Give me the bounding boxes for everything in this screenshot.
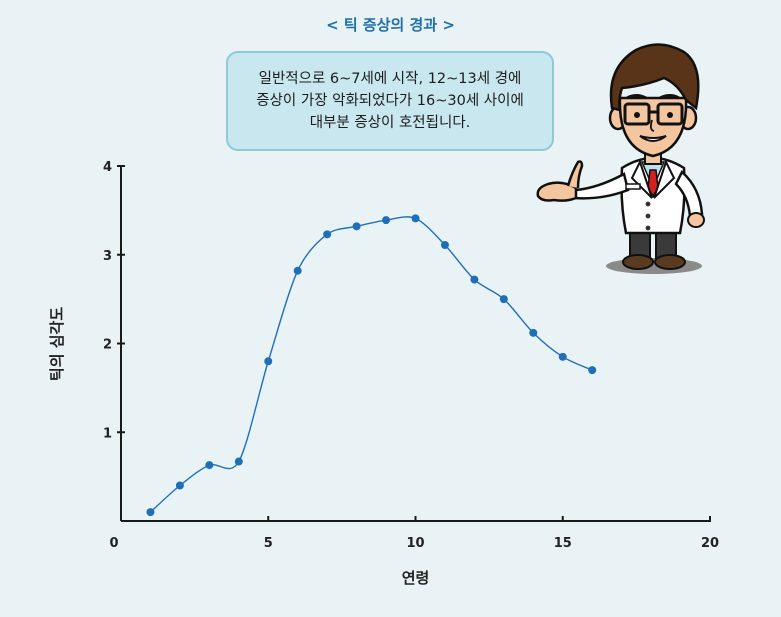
x-tick-label: 5 bbox=[264, 536, 273, 551]
data-point bbox=[440, 240, 449, 249]
series-line bbox=[149, 216, 593, 513]
data-point bbox=[470, 275, 479, 284]
data-point bbox=[146, 508, 155, 517]
data-point bbox=[293, 266, 302, 275]
x-tick-label: 15 bbox=[554, 536, 572, 551]
data-point bbox=[382, 216, 391, 225]
x-tick-label: 20 bbox=[701, 536, 719, 551]
data-point bbox=[588, 366, 597, 375]
y-tick-label: 4 bbox=[103, 160, 112, 175]
data-point bbox=[323, 230, 332, 239]
x-axis-label: 연령 bbox=[402, 569, 430, 587]
speech-bubble: 일반적으로 6~7세에 시작, 12~13세 경에 증상이 가장 악화되었다가 … bbox=[226, 51, 554, 151]
data-point bbox=[499, 295, 508, 304]
data-point bbox=[529, 328, 538, 337]
data-point bbox=[264, 357, 273, 366]
bubble-line-2: 증상이 가장 악화되었다가 16~30세 사이에 bbox=[256, 93, 524, 109]
y-axis-label: 틱의 심각도 bbox=[48, 307, 66, 381]
x-tick-label: 0 bbox=[109, 536, 118, 551]
data-point bbox=[175, 481, 184, 490]
data-point bbox=[411, 214, 420, 223]
y-tick-label: 3 bbox=[103, 249, 112, 264]
bubble-line-1: 일반적으로 6~7세에 시작, 12~13세 경에 bbox=[258, 71, 522, 87]
data-point bbox=[234, 457, 243, 466]
y-tick-label: 2 bbox=[103, 338, 112, 353]
bubble-line-3: 대부분 증상이 호전됩니다. bbox=[309, 115, 471, 131]
doctor-illustration bbox=[536, 43, 705, 274]
data-point bbox=[205, 461, 214, 470]
y-tick-label: 1 bbox=[103, 426, 112, 441]
data-point bbox=[352, 222, 361, 231]
chart-title: < 틱 증상의 경과 > bbox=[326, 16, 455, 34]
x-tick-label: 10 bbox=[406, 536, 424, 551]
data-point bbox=[558, 352, 567, 361]
